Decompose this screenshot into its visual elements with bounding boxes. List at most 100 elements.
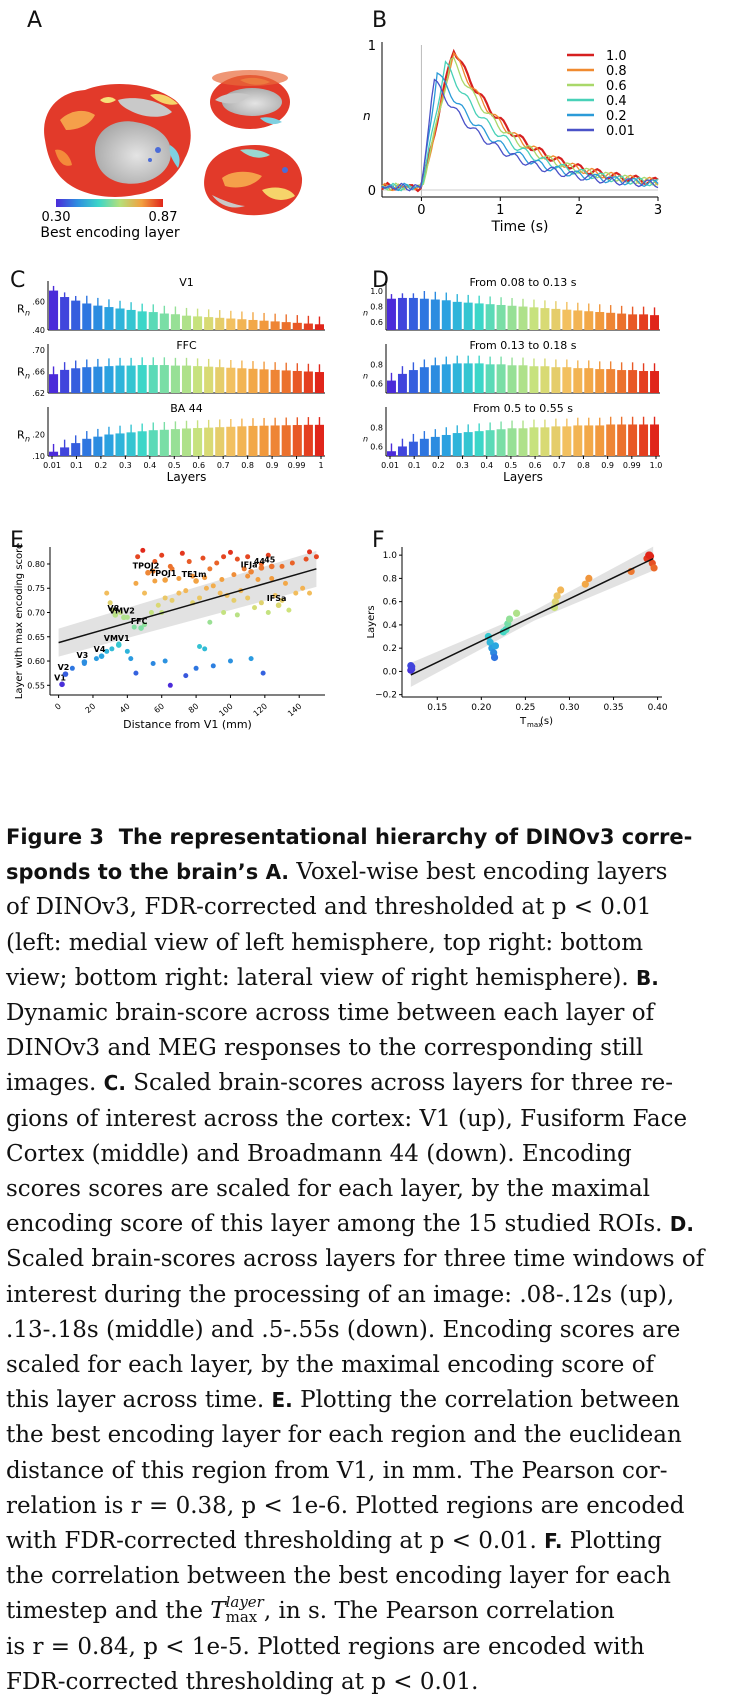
c-bar	[259, 425, 269, 456]
c-bar	[148, 430, 158, 456]
e-point	[293, 590, 299, 596]
e-point	[200, 555, 206, 561]
e-point	[210, 663, 216, 669]
f-point	[486, 638, 494, 646]
d-xlabel: Layers	[503, 470, 543, 484]
d-bar	[562, 309, 572, 330]
d-bar	[584, 368, 594, 393]
e-ytick-label: 0.55	[27, 681, 45, 690]
f-point	[646, 551, 654, 559]
d-bar	[584, 425, 594, 456]
f-point	[551, 598, 559, 606]
e-point	[279, 597, 285, 603]
d-bar	[496, 429, 506, 456]
colorbar	[56, 199, 163, 207]
e-point	[289, 560, 295, 566]
e-labeled-point	[115, 642, 122, 648]
c-ytick-label: .66	[32, 368, 45, 377]
f-point	[581, 580, 589, 588]
d-bar	[573, 368, 583, 393]
e-point	[197, 643, 203, 649]
e-point	[248, 656, 254, 662]
c-bar	[49, 290, 59, 330]
caption-f-2: the correlation between the best encodin…	[6, 1563, 671, 1590]
e-point	[245, 595, 251, 601]
d-bar	[551, 308, 561, 330]
e-labeled-point	[248, 568, 254, 575]
e-point	[197, 595, 203, 601]
e-point-label: FFC	[131, 617, 148, 626]
caption-c-1: Scaled brain-scores across layers for th…	[133, 1070, 673, 1097]
e-point	[207, 566, 213, 572]
c-bar	[115, 308, 125, 330]
d-bar	[518, 306, 528, 330]
c-bar	[82, 367, 92, 393]
caption-e-4: relation is r = 0.38, p < 1e-6. Plotted …	[6, 1492, 685, 1519]
chart-f: 0.15 0.20 0.25 0.30 0.35 0.40 −0.2 0.0 0.2 0.4 0.6…	[366, 546, 668, 729]
e-labeled-point	[145, 569, 151, 576]
d-xtick-label: 0.99	[623, 461, 641, 470]
e-point-label: TPOJ1	[150, 569, 177, 578]
e-point	[179, 550, 185, 556]
e-point-label: V4	[94, 645, 106, 654]
d-subplot-title: From 0.13 to 0.18 s	[470, 339, 577, 352]
c-bar	[303, 424, 313, 456]
e-point	[234, 556, 240, 562]
e-point	[150, 568, 156, 574]
e-point	[104, 590, 110, 596]
f-point	[650, 564, 658, 572]
e-ylabel: Layer with max encoding score	[14, 543, 25, 699]
d-bar	[650, 371, 659, 393]
b-legend-label: 1.0	[606, 49, 627, 64]
c-bar	[60, 369, 70, 393]
d-bar	[628, 370, 638, 393]
e-point	[131, 624, 137, 630]
e-point-label: V3	[76, 651, 88, 660]
e-point	[227, 549, 233, 555]
e-xtick-label: 100	[217, 702, 234, 719]
e-labeled-point	[112, 612, 119, 618]
c-bar	[137, 311, 147, 330]
c-bar	[159, 429, 169, 456]
d-bar	[628, 314, 638, 330]
c-ytick-label: .62	[32, 389, 45, 398]
e-point	[142, 590, 148, 596]
d-bar	[573, 310, 583, 330]
d-bar	[595, 312, 605, 330]
e-point	[69, 665, 75, 671]
chart-c: V1 .40 .60 R n FFC .62 .66 .70 R n BA 44 .10 .20 R n 0.0…	[17, 276, 325, 484]
e-point	[186, 559, 192, 565]
d-bar	[387, 298, 396, 330]
e-point	[252, 605, 258, 611]
e-point	[133, 580, 139, 586]
e-point	[167, 563, 173, 569]
c-bar	[126, 365, 136, 393]
d-ytick-label: 0.8	[370, 423, 383, 432]
d-bar	[408, 297, 418, 330]
caption-d-2: interest during the processing of an ima…	[6, 1281, 675, 1308]
e-point	[107, 600, 113, 606]
c-bar	[270, 425, 280, 456]
c-bar	[303, 371, 313, 393]
c-bar	[60, 297, 70, 330]
c-xtick-label: 0.3	[119, 461, 132, 470]
c-bar	[181, 428, 192, 456]
c-bar	[292, 370, 302, 393]
caption-e-1: Plotting the correlation between	[300, 1387, 680, 1414]
f-xtick-label: 0.30	[559, 703, 579, 713]
d-xtick-label: 0.1	[408, 461, 421, 470]
f-xtick-label: 0.15	[427, 703, 447, 713]
f-ytick-label: −0.2	[375, 691, 397, 701]
b-legend-label: 0.6	[606, 79, 627, 94]
c-xlabel: Layers	[167, 470, 207, 484]
colorbar-min-label: 0.30	[42, 210, 71, 225]
e-labeled-point	[275, 602, 282, 609]
c-bar	[82, 438, 92, 456]
e-point	[210, 583, 216, 589]
e-ytick-label: 0.70	[27, 609, 45, 618]
e-point-label: IFSa	[267, 594, 287, 603]
c-ylabel: R	[17, 429, 25, 442]
d-bar	[595, 425, 605, 456]
d-bar	[397, 446, 407, 456]
e-point-label: IFJa	[241, 561, 258, 570]
